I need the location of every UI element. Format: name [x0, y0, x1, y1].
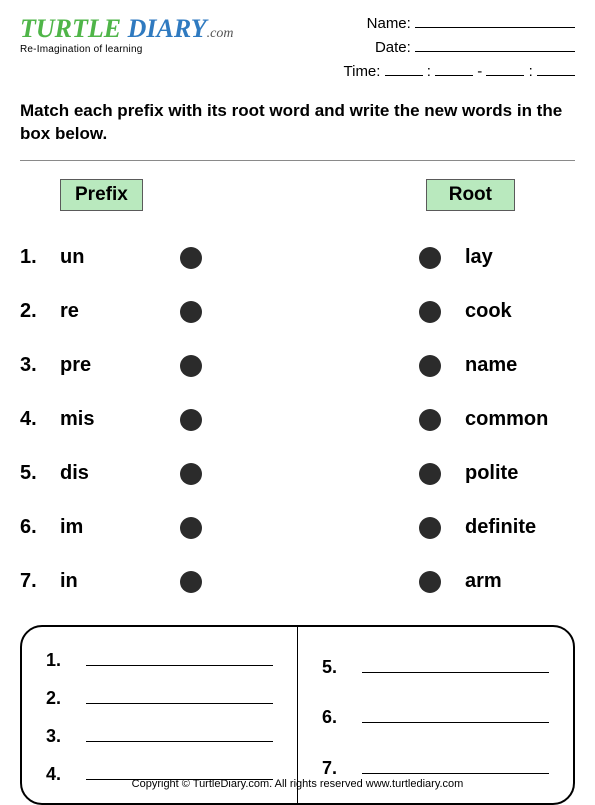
name-label: Name: [367, 15, 411, 32]
answer-blank[interactable] [86, 686, 273, 704]
logo: TURTLE DIARY.com Re-Imagination of learn… [20, 12, 233, 55]
answer-number: 5. [322, 657, 352, 678]
match-row: 2.re cook [20, 285, 575, 339]
match-rows: 1.un lay 2.re cook 3.pre name 4.mis common 5.dis… [20, 231, 575, 609]
time-blank-2[interactable] [435, 62, 473, 76]
root-word: lay [465, 246, 575, 269]
prefix-word: mis [60, 408, 160, 431]
match-dot-left[interactable] [180, 517, 202, 539]
match-dot-left[interactable] [180, 355, 202, 377]
match-dot-right[interactable] [419, 301, 441, 323]
match-row: 4.mis common [20, 393, 575, 447]
match-dot-left[interactable] [180, 409, 202, 431]
worksheet-header: TURTLE DIARY.com Re-Imagination of learn… [20, 12, 575, 84]
match-dot-left[interactable] [180, 247, 202, 269]
root-word: polite [465, 462, 575, 485]
answer-col-left: 1.2.3.4. [46, 641, 273, 793]
prefix-word: re [60, 300, 160, 323]
match-row: 6.im definite [20, 501, 575, 555]
logo-word-turtle: TURTLE DIARY [20, 14, 207, 43]
prefix-word: dis [60, 462, 160, 485]
answer-divider [297, 627, 298, 803]
root-word: name [465, 354, 575, 377]
prefix-word: un [60, 246, 160, 269]
row-number: 3. [20, 354, 60, 377]
logo-domain: .com [207, 26, 234, 41]
row-number: 7. [20, 570, 60, 593]
answer-blank[interactable] [362, 705, 549, 723]
root-word: definite [465, 516, 575, 539]
instructions: Match each prefix with its root word and… [20, 100, 575, 146]
answer-blank[interactable] [362, 655, 549, 673]
logo-tagline: Re-Imagination of learning [20, 44, 233, 55]
row-number: 2. [20, 300, 60, 323]
name-blank[interactable] [415, 14, 575, 28]
time-blank-4[interactable] [537, 62, 575, 76]
row-number: 5. [20, 462, 60, 485]
match-dot-left[interactable] [180, 571, 202, 593]
match-dot-right[interactable] [419, 409, 441, 431]
match-row: 5.dis polite [20, 447, 575, 501]
time-blank-3[interactable] [486, 62, 524, 76]
match-dot-right[interactable] [419, 571, 441, 593]
match-row: 3.pre name [20, 339, 575, 393]
root-title: Root [426, 179, 515, 211]
match-dot-right[interactable] [419, 517, 441, 539]
match-row: 1.un lay [20, 231, 575, 285]
answer-row: 6. [322, 705, 549, 728]
answer-blank[interactable] [86, 724, 273, 742]
root-word: cook [465, 300, 575, 323]
date-row: Date: [344, 36, 576, 60]
root-word: common [465, 408, 575, 431]
answer-number: 7. [322, 758, 352, 779]
answer-col-right: 5. 6. 7. [322, 641, 549, 793]
root-word: arm [465, 570, 575, 593]
answer-number: 1. [46, 650, 76, 671]
prefix-word: pre [60, 354, 160, 377]
answer-row: 2. [46, 686, 273, 709]
match-dot-left[interactable] [180, 463, 202, 485]
match-dot-left[interactable] [180, 301, 202, 323]
time-blank-1[interactable] [385, 62, 423, 76]
answer-row: 1. [46, 648, 273, 671]
answer-blank[interactable] [86, 648, 273, 666]
match-dot-right[interactable] [419, 463, 441, 485]
prefix-title: Prefix [60, 179, 143, 211]
answer-row: 3. [46, 724, 273, 747]
date-blank[interactable] [415, 38, 575, 52]
row-number: 1. [20, 246, 60, 269]
prefix-word: in [60, 570, 160, 593]
divider-rule [20, 160, 575, 161]
time-row: Time: : - : [344, 60, 576, 84]
date-label: Date: [375, 39, 411, 56]
logo-text: TURTLE DIARY.com [20, 16, 233, 42]
answer-blank[interactable] [362, 756, 549, 774]
match-row: 7.in arm [20, 555, 575, 609]
answer-number: 2. [46, 688, 76, 709]
answer-number: 6. [322, 707, 352, 728]
answer-number: 3. [46, 726, 76, 747]
copyright-footer: Copyright © TurtleDiary.com. All rights … [0, 778, 595, 790]
answer-row: 5. [322, 655, 549, 678]
time-label: Time: [344, 63, 381, 80]
student-info: Name: Date: Time: : - : [344, 12, 576, 84]
column-titles: Prefix Root [20, 179, 575, 211]
prefix-word: im [60, 516, 160, 539]
row-number: 6. [20, 516, 60, 539]
row-number: 4. [20, 408, 60, 431]
name-row: Name: [344, 12, 576, 36]
match-dot-right[interactable] [419, 247, 441, 269]
answer-row: 7. [322, 756, 549, 779]
match-dot-right[interactable] [419, 355, 441, 377]
